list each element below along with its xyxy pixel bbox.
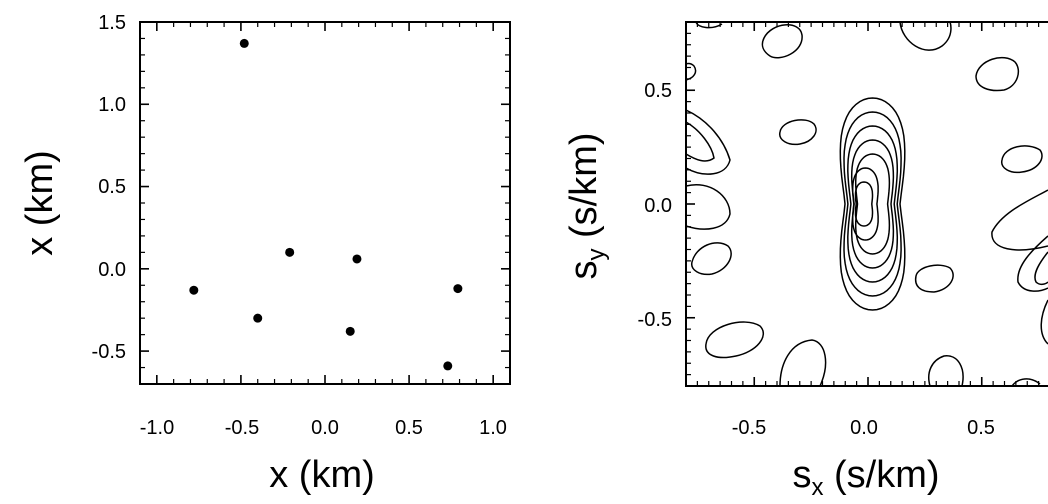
scatter-point bbox=[443, 361, 453, 371]
left-x-tick-label: -0.5 bbox=[225, 417, 259, 439]
left-y-tick-label: 0.5 bbox=[98, 176, 126, 198]
scatter-point bbox=[189, 285, 199, 295]
contour-line bbox=[761, 24, 803, 59]
array-layout-panel: -1.0 -0.5 0.0 0.5 1.0 1.5 1.0 0.5 0.0 -0… bbox=[19, 12, 511, 496]
contour-line bbox=[686, 184, 731, 230]
left-x-tick-label: 1.0 bbox=[479, 417, 507, 439]
right-minor-ticks bbox=[685, 21, 1040, 387]
right-y-tick-label: 0.0 bbox=[644, 195, 672, 217]
scatter-point bbox=[253, 313, 263, 323]
right-major-ticks bbox=[686, 22, 983, 386]
contour-field bbox=[686, 22, 1048, 386]
right-y-axis-title: sy (s/km) bbox=[563, 132, 610, 279]
left-x-tick-label: 0.5 bbox=[395, 417, 423, 439]
left-y-tick-label: -0.5 bbox=[92, 341, 126, 363]
left-major-ticks bbox=[140, 21, 510, 384]
right-x-tick-label: -0.5 bbox=[732, 417, 766, 439]
contour-line bbox=[991, 189, 1048, 251]
left-x-tick-label: 0.0 bbox=[311, 417, 339, 439]
scatter-point bbox=[285, 247, 295, 257]
contour-line bbox=[779, 339, 827, 386]
contour-line bbox=[705, 321, 765, 359]
right-y-tick-label: 0.5 bbox=[644, 80, 672, 102]
contour-line bbox=[899, 22, 952, 51]
peak-contour-line bbox=[843, 111, 902, 297]
left-plot-frame bbox=[139, 21, 511, 385]
scatter-point bbox=[453, 284, 463, 294]
scatter-point bbox=[352, 254, 362, 264]
contour-line bbox=[779, 119, 817, 146]
slowness-contour-panel: -0.5 0.0 0.5 0.5 0.0 -0.5 sx (s/km) sy (… bbox=[563, 21, 1048, 501]
contour-line bbox=[686, 62, 697, 81]
peak-contour-line bbox=[854, 181, 874, 227]
contour-line bbox=[686, 121, 715, 162]
contour-line bbox=[691, 242, 732, 276]
peak-contour-line bbox=[847, 125, 899, 283]
contour-line bbox=[928, 355, 964, 386]
contour-line bbox=[1040, 299, 1048, 345]
left-y-tick-label: 0.0 bbox=[98, 259, 126, 281]
left-x-axis-title: x (km) bbox=[269, 454, 375, 496]
contour-line bbox=[1017, 235, 1048, 292]
right-y-tick-label: -0.5 bbox=[638, 309, 672, 331]
peak-contour-line bbox=[839, 97, 906, 311]
peak-contour-line bbox=[851, 167, 879, 241]
right-x-tick-label: 0.0 bbox=[850, 417, 878, 439]
contour-line bbox=[1011, 378, 1041, 386]
scatter-points bbox=[189, 38, 463, 371]
contour-line bbox=[914, 264, 954, 293]
contour-line bbox=[1001, 145, 1043, 174]
left-minor-ticks bbox=[139, 22, 511, 385]
right-x-tick-label: 0.5 bbox=[967, 417, 995, 439]
right-plot-frame bbox=[685, 21, 1048, 387]
left-y-tick-label: 1.5 bbox=[98, 12, 126, 34]
contour-line bbox=[975, 56, 1020, 92]
main-peak-contours bbox=[839, 97, 906, 311]
left-y-axis-title: x (km) bbox=[19, 150, 61, 256]
scatter-point bbox=[239, 38, 249, 48]
peak-contour-line bbox=[854, 153, 891, 255]
contour-line bbox=[1034, 251, 1048, 286]
scatter-point bbox=[345, 326, 355, 336]
right-x-axis-title: sx (s/km) bbox=[792, 454, 939, 501]
left-x-tick-label: -1.0 bbox=[140, 417, 174, 439]
left-y-tick-label: 1.0 bbox=[98, 94, 126, 116]
contour-line bbox=[686, 109, 731, 175]
